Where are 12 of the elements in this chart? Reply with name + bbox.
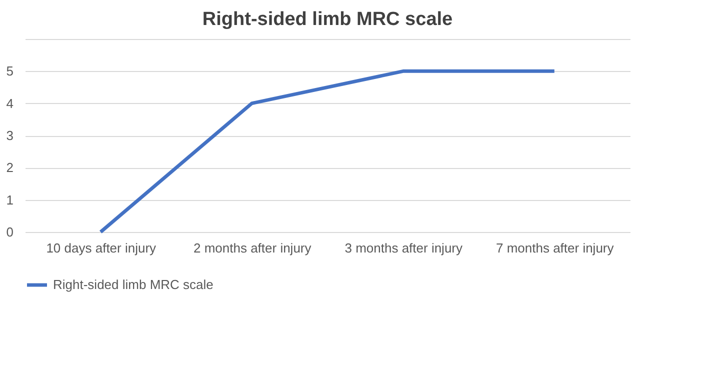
chart-title: Right-sided limb MRC scale	[202, 9, 453, 30]
y-tick-label: 4	[6, 96, 14, 111]
legend-label: Right-sided limb MRC scale	[53, 277, 214, 292]
y-tick-label: 1	[6, 192, 14, 208]
y-tick-label: 2	[6, 160, 14, 176]
y-tick-label: 0	[6, 224, 14, 240]
y-tick-label: 3	[6, 128, 14, 143]
x-tick-label: 10 days after injury	[46, 240, 157, 256]
y-tick-label: 5	[6, 64, 14, 79]
x-tick-label: 2 months after injury	[193, 240, 312, 256]
x-tick-label: 3 months after injury	[344, 240, 464, 256]
x-tick-label: 7 months after injury	[496, 240, 614, 256]
